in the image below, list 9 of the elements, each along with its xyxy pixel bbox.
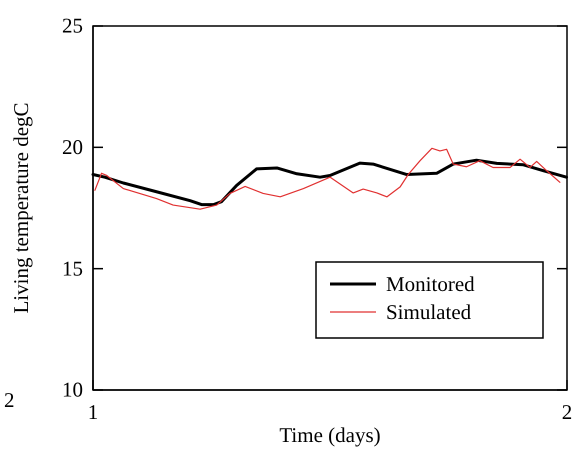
legend-label: Simulated [386,300,472,324]
x-tick-label: 1 [88,400,98,424]
y-tick-label: 10 [62,378,83,402]
y-axis-title: Living temperature degC [9,102,33,314]
legend-label: Monitored [386,272,476,296]
x-axis-title: Time (days) [279,423,381,447]
y-tick-label: 15 [62,256,83,280]
y-tick-label: 20 [62,135,83,160]
y-tick-label: 25 [62,14,83,38]
